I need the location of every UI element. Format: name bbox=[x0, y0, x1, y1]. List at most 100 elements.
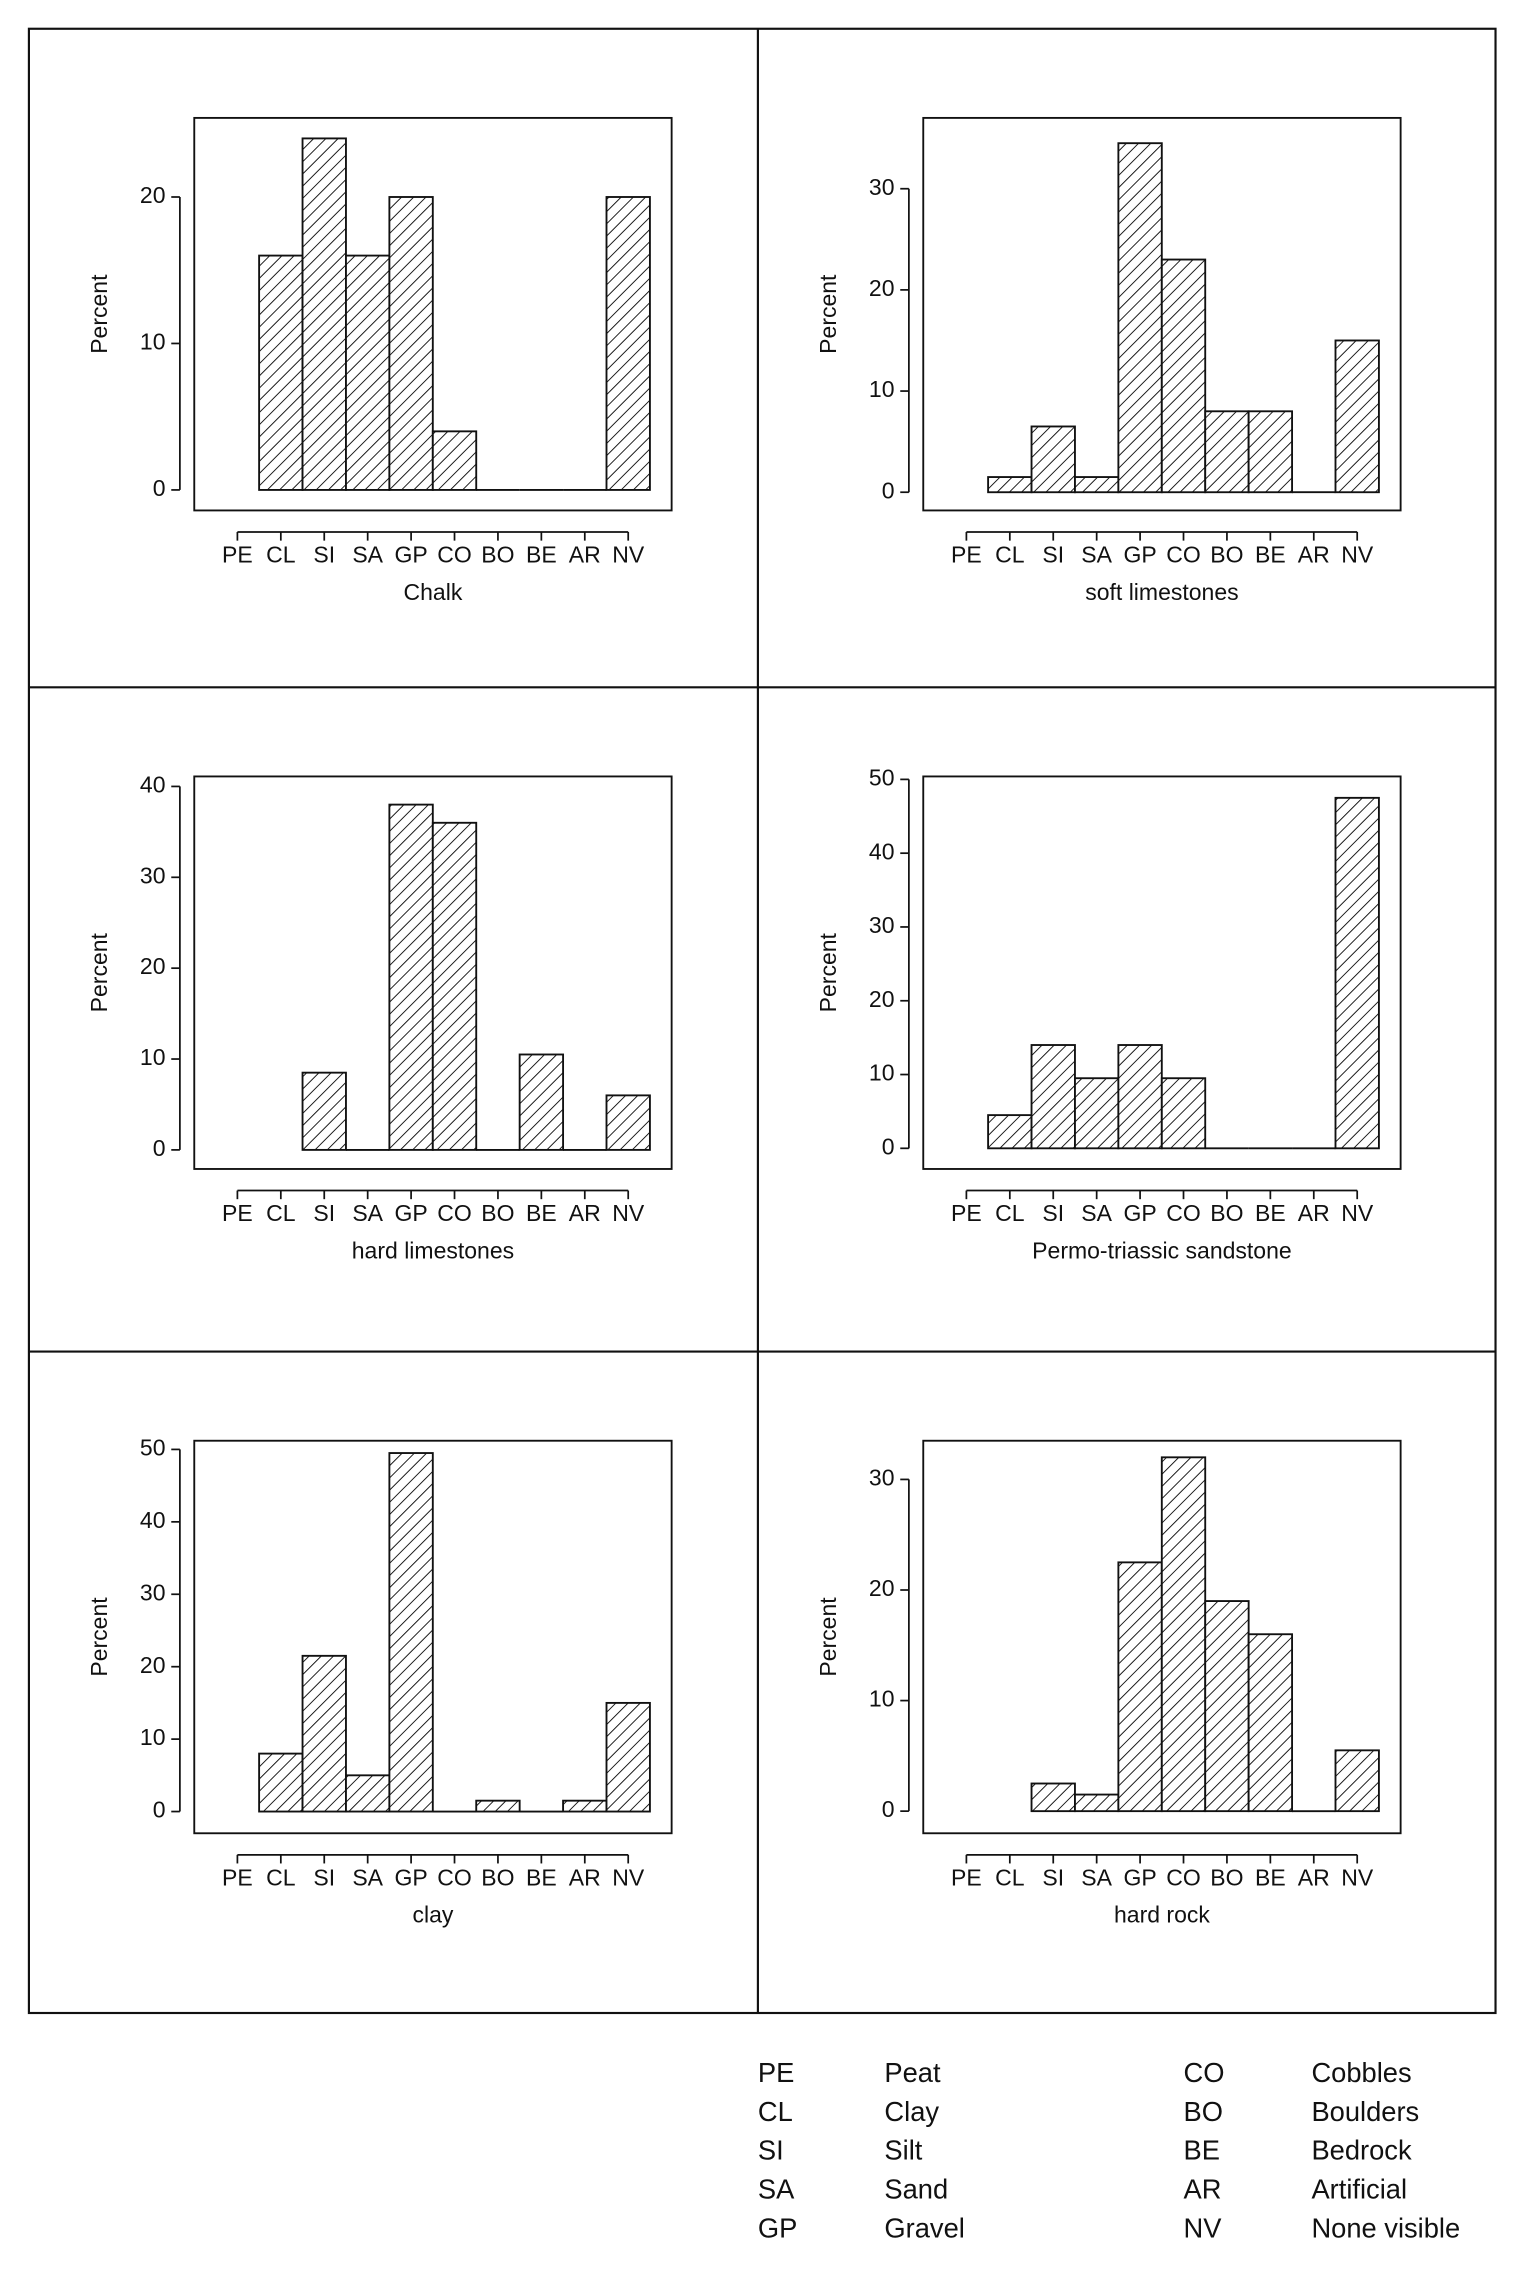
bar bbox=[388, 196, 434, 491]
y-tick-label: 10 bbox=[140, 1724, 166, 1750]
x-tick-label: CL bbox=[266, 542, 296, 568]
x-axis-label: hard rock bbox=[1114, 1902, 1210, 1928]
bar bbox=[1160, 1456, 1207, 1813]
bar bbox=[1030, 1044, 1076, 1150]
y-tick-label: 30 bbox=[140, 1579, 166, 1605]
legend-name: Clay bbox=[884, 2096, 939, 2127]
x-tick-label: PE bbox=[951, 542, 982, 568]
x-tick-label: GP bbox=[394, 1200, 427, 1226]
x-tick-label: CO bbox=[1166, 542, 1201, 568]
x-tick-label: NV bbox=[1341, 1864, 1374, 1890]
x-tick-label: CL bbox=[995, 542, 1025, 568]
x-tick-label: PE bbox=[222, 542, 253, 568]
x-tick-label: SI bbox=[313, 1864, 335, 1890]
x-tick-label: CO bbox=[1166, 1864, 1201, 1890]
x-tick-label: SI bbox=[1042, 1200, 1064, 1226]
bar bbox=[1074, 476, 1120, 494]
bar bbox=[1117, 1044, 1163, 1150]
bar bbox=[1334, 339, 1380, 494]
y-tick-label: 20 bbox=[869, 986, 895, 1012]
y-tick-label: 30 bbox=[140, 862, 166, 888]
bar bbox=[388, 1452, 434, 1813]
bar bbox=[258, 1752, 304, 1813]
x-tick-label: BO bbox=[481, 1864, 514, 1890]
x-tick-label: CO bbox=[437, 542, 472, 568]
x-tick-label: SI bbox=[313, 1200, 335, 1226]
y-axis-label: Percent bbox=[86, 932, 112, 1012]
x-tick-label: PE bbox=[951, 1200, 982, 1226]
x-tick-label: GP bbox=[1123, 1200, 1156, 1226]
bar bbox=[1160, 1077, 1207, 1150]
legend-name: Sand bbox=[884, 2174, 948, 2205]
bar bbox=[301, 1654, 347, 1813]
x-tick-label: BO bbox=[1210, 1864, 1243, 1890]
x-tick-label: AR bbox=[569, 1200, 601, 1226]
legend-name: Silt bbox=[884, 2135, 922, 2166]
x-tick-label: NV bbox=[612, 1864, 645, 1890]
x-tick-label: SA bbox=[352, 1200, 383, 1226]
x-tick-label: AR bbox=[1298, 542, 1330, 568]
y-tick-label: 30 bbox=[869, 174, 895, 200]
legend-name: Bedrock bbox=[1311, 2135, 1411, 2166]
y-tick-label: 40 bbox=[140, 772, 166, 798]
x-tick-label: SI bbox=[313, 542, 335, 568]
bar bbox=[1074, 1793, 1120, 1813]
legend-code: AR bbox=[1184, 2174, 1222, 2205]
x-tick-label: SA bbox=[352, 542, 383, 568]
legend-code: PE bbox=[758, 2057, 794, 2088]
x-tick-label: AR bbox=[1298, 1200, 1330, 1226]
y-tick-label: 30 bbox=[869, 1465, 895, 1491]
x-axis-label: Permo-triassic sandstone bbox=[1032, 1237, 1292, 1263]
y-axis-label: Percent bbox=[815, 1597, 841, 1677]
y-tick-label: 10 bbox=[140, 329, 166, 355]
x-axis-label: Chalk bbox=[404, 579, 463, 605]
bar bbox=[605, 196, 651, 491]
bar bbox=[431, 821, 478, 1151]
x-tick-label: SA bbox=[352, 1864, 383, 1890]
legend-code: SA bbox=[758, 2174, 795, 2205]
bar bbox=[1334, 796, 1380, 1150]
y-tick-label: 10 bbox=[869, 376, 895, 402]
x-tick-label: CO bbox=[1166, 1200, 1201, 1226]
bar bbox=[1247, 1633, 1294, 1813]
x-tick-label: CO bbox=[437, 1200, 472, 1226]
bar bbox=[388, 803, 434, 1151]
y-tick-label: 0 bbox=[153, 1797, 166, 1823]
x-tick-label: SA bbox=[1081, 1864, 1112, 1890]
panel-frame bbox=[27, 27, 1497, 2015]
y-axis-label: Percent bbox=[815, 274, 841, 354]
x-tick-label: AR bbox=[569, 1864, 601, 1890]
bar bbox=[1030, 425, 1076, 494]
x-tick-label: NV bbox=[1341, 1200, 1374, 1226]
plot-box bbox=[922, 116, 1402, 512]
bar bbox=[518, 1053, 565, 1151]
x-axis-label: hard limestones bbox=[352, 1237, 514, 1263]
plot-box bbox=[193, 116, 673, 512]
x-tick-label: SI bbox=[1042, 542, 1064, 568]
bar bbox=[1117, 1561, 1163, 1813]
x-tick-label: BE bbox=[526, 542, 557, 568]
legend-name: Gravel bbox=[884, 2212, 964, 2243]
x-tick-label: PE bbox=[222, 1200, 253, 1226]
x-tick-label: BO bbox=[481, 1200, 514, 1226]
x-tick-label: NV bbox=[612, 1200, 645, 1226]
x-tick-label: CL bbox=[995, 1864, 1025, 1890]
x-tick-label: CO bbox=[437, 1864, 472, 1890]
x-tick-label: BE bbox=[1255, 542, 1286, 568]
bar bbox=[345, 1774, 391, 1813]
y-tick-label: 30 bbox=[869, 912, 895, 938]
x-tick-label: SA bbox=[1081, 1200, 1112, 1226]
x-tick-label: BE bbox=[1255, 1200, 1286, 1226]
y-tick-label: 20 bbox=[869, 275, 895, 301]
plot-box bbox=[193, 1439, 673, 1835]
x-tick-label: BE bbox=[526, 1864, 557, 1890]
bar bbox=[301, 1071, 347, 1151]
x-axis-label: clay bbox=[412, 1902, 453, 1928]
legend-name: Artificial bbox=[1311, 2174, 1407, 2205]
legend-code: NV bbox=[1184, 2212, 1223, 2243]
y-tick-label: 0 bbox=[882, 1133, 895, 1159]
x-tick-label: BE bbox=[526, 1200, 557, 1226]
x-tick-label: AR bbox=[1298, 1864, 1330, 1890]
bar bbox=[1074, 1077, 1120, 1150]
legend-name: Boulders bbox=[1311, 2096, 1419, 2127]
